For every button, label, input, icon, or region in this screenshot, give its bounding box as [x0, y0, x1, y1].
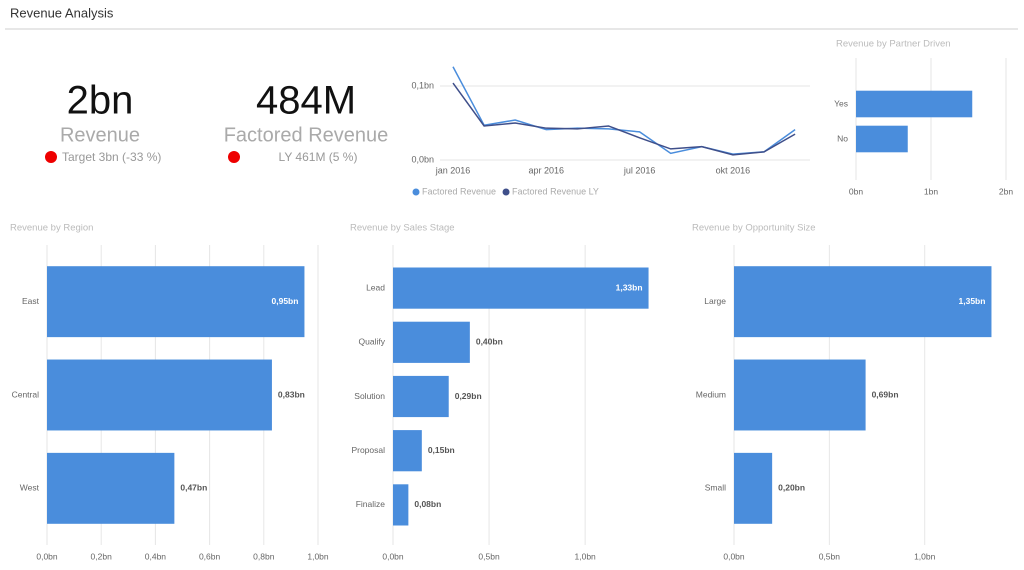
x-tick-label: 1,0bn	[914, 551, 936, 561]
line-series	[452, 66, 796, 155]
y-tick-label: 0,0bn	[411, 154, 434, 164]
x-tick-label: 0,5bn	[819, 551, 841, 561]
data-label: 0,95bn	[272, 296, 299, 306]
data-label: 1,35bn	[959, 296, 986, 306]
legend-label: Factored Revenue LY	[512, 186, 599, 196]
bar	[734, 452, 773, 524]
category-label: Yes	[834, 98, 848, 108]
bar	[856, 90, 973, 118]
x-tick-label: 2bn	[999, 186, 1013, 196]
category-label: Lead	[366, 282, 385, 292]
x-tick-label: 1,0bn	[307, 551, 329, 561]
category-label: Finalize	[356, 499, 386, 509]
data-label: 0,20bn	[778, 483, 805, 493]
x-tick-label: 1bn	[924, 186, 938, 196]
data-label: 0,83bn	[278, 389, 305, 399]
chart-title: Revenue by Region	[10, 223, 93, 234]
category-label: No	[837, 133, 848, 143]
kpi-value: 484M	[256, 79, 356, 123]
legend-swatch	[502, 188, 510, 196]
bar	[47, 452, 175, 524]
status-dot	[228, 151, 240, 163]
status-dot	[45, 151, 57, 163]
bar	[393, 321, 470, 363]
x-tick-label: 0bn	[849, 186, 863, 196]
x-tick-label: 0,5bn	[478, 551, 500, 561]
bar	[734, 359, 866, 431]
kpi-label: Factored Revenue	[224, 124, 389, 146]
x-tick-label: 0,6bn	[199, 551, 221, 561]
category-label: Medium	[696, 389, 726, 399]
x-tick-label: jan 2016	[435, 165, 471, 175]
bar	[856, 125, 908, 153]
bar	[393, 430, 422, 472]
chart-title: Revenue by Partner Driven	[836, 39, 951, 50]
x-tick-label: apr 2016	[529, 165, 565, 175]
data-label: 0,08bn	[414, 499, 441, 509]
bar	[393, 484, 409, 526]
x-tick-label: jul 2016	[623, 165, 656, 175]
category-label: Central	[12, 389, 40, 399]
page-title: Revenue Analysis	[10, 5, 114, 20]
x-tick-label: 0,0bn	[36, 551, 58, 561]
x-tick-label: 0,0bn	[382, 551, 404, 561]
bar	[47, 266, 305, 338]
x-tick-label: 1,0bn	[575, 551, 597, 561]
data-label: 0,69bn	[872, 389, 899, 399]
data-label: 0,47bn	[180, 483, 207, 493]
bar	[47, 359, 272, 431]
category-label: Proposal	[351, 445, 385, 455]
legend-swatch	[412, 188, 420, 196]
legend-label: Factored Revenue	[422, 186, 496, 196]
chart-title: Revenue by Opportunity Size	[692, 223, 816, 234]
bar	[393, 375, 449, 418]
bar	[393, 267, 649, 309]
category-label: Qualify	[359, 337, 386, 347]
x-tick-label: 0,0bn	[723, 551, 745, 561]
line-series	[452, 82, 796, 156]
kpi-note: LY 461M (5 %)	[279, 150, 358, 164]
category-label: Large	[704, 296, 726, 306]
kpi-label: Revenue	[60, 124, 140, 146]
y-tick-label: 0,1bn	[411, 80, 434, 90]
chart-title: Revenue by Sales Stage	[350, 223, 455, 234]
kpi-note: Target 3bn (-33 %)	[62, 150, 161, 164]
data-label: 0,29bn	[455, 391, 482, 401]
x-tick-label: 0,2bn	[91, 551, 113, 561]
category-label: Solution	[354, 391, 385, 401]
data-label: 0,15bn	[428, 445, 455, 455]
bar	[734, 266, 992, 338]
data-label: 1,33bn	[616, 282, 643, 292]
x-tick-label: 0,4bn	[145, 551, 167, 561]
category-label: Small	[705, 483, 726, 493]
kpi-value: 2bn	[67, 79, 134, 123]
x-tick-label: okt 2016	[716, 165, 751, 175]
category-label: East	[22, 296, 40, 306]
x-tick-label: 0,8bn	[253, 551, 275, 561]
category-label: West	[20, 483, 40, 493]
data-label: 0,40bn	[476, 337, 503, 347]
